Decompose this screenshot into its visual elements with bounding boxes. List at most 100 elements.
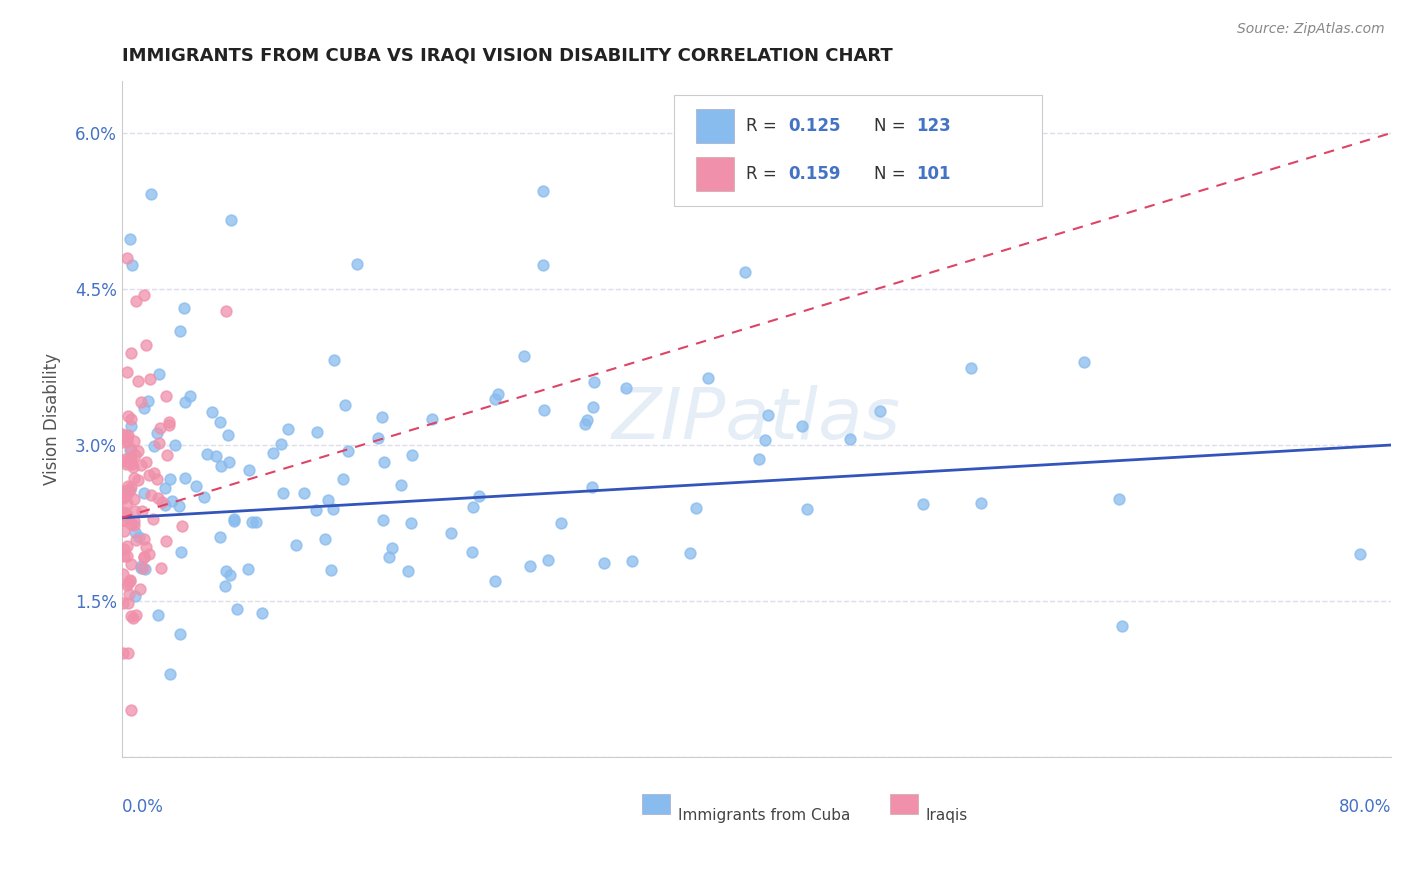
- Point: [118, 232, 141, 246]
- Point: [225, 602, 247, 616]
- Point: [461, 545, 484, 559]
- Point: [1073, 355, 1095, 369]
- Point: [111, 647, 134, 661]
- Point: [112, 566, 135, 581]
- Point: [149, 421, 172, 435]
- Point: [122, 434, 145, 448]
- Text: Immigrants from Cuba: Immigrants from Cuba: [678, 807, 851, 822]
- Point: [679, 546, 702, 560]
- Point: [115, 487, 138, 501]
- Point: [734, 265, 756, 279]
- Point: [170, 518, 193, 533]
- Point: [582, 375, 605, 389]
- Point: [132, 485, 155, 500]
- Point: [169, 627, 191, 641]
- Point: [245, 515, 267, 529]
- Text: N =: N =: [875, 165, 911, 184]
- Point: [155, 388, 177, 402]
- Point: [484, 392, 506, 407]
- Point: [128, 530, 150, 544]
- Point: [112, 490, 135, 504]
- Point: [115, 251, 138, 265]
- Point: [122, 460, 145, 475]
- Point: [132, 288, 155, 302]
- Point: [122, 611, 145, 625]
- Point: [346, 257, 368, 271]
- Point: [218, 455, 240, 469]
- Point: [142, 511, 165, 525]
- Point: [118, 574, 141, 589]
- Point: [208, 415, 231, 429]
- Point: [467, 489, 489, 503]
- Point: [143, 439, 166, 453]
- Point: [135, 338, 157, 352]
- Point: [142, 466, 165, 480]
- Point: [120, 418, 142, 433]
- Point: [111, 491, 134, 506]
- Point: [139, 488, 162, 502]
- Point: [132, 533, 155, 547]
- Point: [484, 574, 506, 588]
- Point: [117, 596, 139, 610]
- Point: [125, 293, 148, 308]
- Point: [696, 371, 718, 385]
- Point: [214, 579, 236, 593]
- Point: [124, 449, 146, 463]
- Point: [314, 532, 336, 546]
- Point: [322, 501, 344, 516]
- Point: [135, 455, 157, 469]
- Point: [118, 574, 141, 588]
- Point: [135, 540, 157, 554]
- Point: [124, 524, 146, 539]
- Point: [533, 403, 555, 417]
- Text: 80.0%: 80.0%: [1339, 797, 1391, 815]
- Point: [209, 530, 232, 544]
- Point: [195, 447, 218, 461]
- Point: [138, 467, 160, 482]
- Text: IMMIGRANTS FROM CUBA VS IRAQI VISION DISABILITY CORRELATION CHART: IMMIGRANTS FROM CUBA VS IRAQI VISION DIS…: [122, 46, 893, 64]
- Point: [1108, 492, 1130, 507]
- FancyBboxPatch shape: [673, 95, 1042, 206]
- Point: [129, 561, 152, 575]
- Point: [118, 483, 141, 498]
- Point: [371, 409, 394, 424]
- Point: [420, 412, 443, 426]
- Point: [513, 349, 536, 363]
- Point: [224, 512, 246, 526]
- Point: [112, 429, 135, 443]
- Point: [550, 516, 572, 530]
- Point: [122, 471, 145, 485]
- Point: [159, 666, 181, 681]
- Point: [582, 400, 605, 414]
- Text: N =: N =: [875, 118, 911, 136]
- Point: [115, 430, 138, 444]
- Point: [790, 419, 813, 434]
- Point: [138, 547, 160, 561]
- Text: Iraqis: Iraqis: [925, 807, 967, 822]
- Point: [120, 703, 142, 717]
- Point: [316, 492, 339, 507]
- Point: [111, 596, 134, 610]
- Point: [120, 480, 142, 494]
- Point: [132, 401, 155, 416]
- Point: [236, 562, 259, 576]
- Text: 0.159: 0.159: [789, 165, 841, 184]
- Point: [284, 538, 307, 552]
- Point: [129, 458, 152, 472]
- Point: [378, 549, 401, 564]
- Point: [115, 496, 138, 510]
- Point: [125, 608, 148, 623]
- Point: [118, 443, 141, 458]
- Point: [173, 301, 195, 316]
- Point: [124, 492, 146, 507]
- Point: [796, 502, 818, 516]
- Point: [138, 372, 160, 386]
- Point: [115, 578, 138, 592]
- Point: [150, 560, 173, 574]
- Point: [440, 525, 463, 540]
- Point: [141, 187, 163, 202]
- Point: [117, 409, 139, 423]
- FancyBboxPatch shape: [696, 157, 734, 191]
- Point: [214, 565, 236, 579]
- Point: [112, 454, 135, 468]
